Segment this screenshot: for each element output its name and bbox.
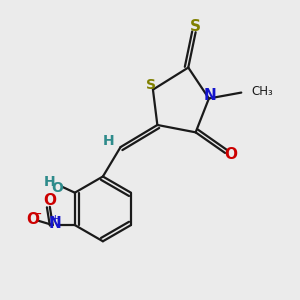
Text: CH₃: CH₃ [252, 85, 273, 98]
Text: O: O [51, 181, 63, 195]
Text: O: O [26, 212, 39, 227]
Text: −: − [31, 207, 42, 221]
Text: H: H [102, 134, 114, 148]
Text: H: H [44, 175, 55, 188]
Text: +: + [51, 214, 60, 224]
Text: O: O [43, 193, 56, 208]
Text: S: S [146, 78, 157, 92]
Text: S: S [190, 20, 201, 34]
Text: O: O [224, 147, 238, 162]
Text: N: N [204, 88, 217, 103]
Text: N: N [49, 216, 62, 231]
